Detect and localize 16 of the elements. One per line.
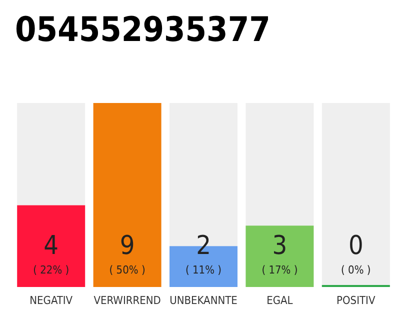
x-tick-label: EGAL [266,294,294,307]
x-tick-label: POSITIV [336,294,376,307]
x-tick-label: NEGATIV [30,294,73,307]
x-tick-label: UNBEKANNTE [170,294,238,307]
bar [246,226,314,287]
data-label: 9 ( 50% ) [109,231,146,276]
data-label: 3 ( 17% ) [262,231,298,276]
bar [246,103,314,226]
data-label: 4 ( 22% ) [33,231,70,276]
bar [17,103,86,206]
bar [322,103,390,287]
bar [93,103,162,287]
chart-title: 054552935377 [15,10,270,50]
x-tick-label: VERWIRREND [94,294,162,307]
bar [17,205,86,287]
data-label: 0 ( 0% ) [341,231,371,276]
